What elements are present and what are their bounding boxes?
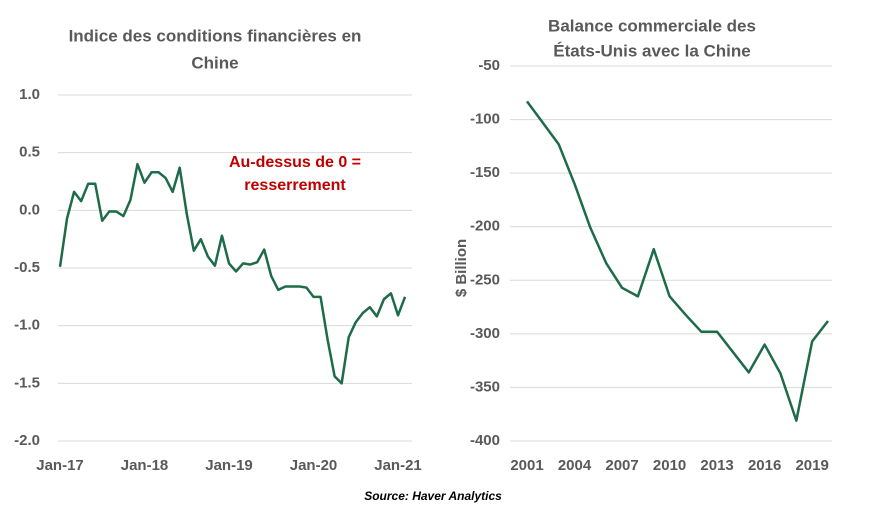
- y-tick-label: -250: [470, 271, 500, 288]
- y-tick-label: -50: [478, 57, 500, 74]
- y-tick-label: -400: [470, 432, 500, 449]
- y-tick-label: -2.0: [14, 432, 40, 449]
- chart-title: Balance commerciale des: [548, 16, 756, 35]
- x-tick-label: 2013: [700, 457, 733, 474]
- x-tick-label: 2007: [605, 457, 638, 474]
- x-tick-label: 2004: [558, 457, 592, 474]
- y-tick-label: 0.5: [19, 144, 40, 161]
- y-tick-label: 1.0: [19, 86, 40, 103]
- x-tick-label: 2016: [748, 457, 781, 474]
- x-tick-label: Jan-19: [205, 457, 253, 474]
- y-tick-label: -0.5: [14, 259, 40, 276]
- y-tick-label: -1.5: [14, 374, 40, 391]
- chart-title: Chine: [191, 53, 238, 72]
- y-tick-label: -350: [470, 378, 500, 395]
- y-tick-label: -150: [470, 164, 500, 181]
- data-line: [525, 100, 829, 422]
- annotation: Au-dessus de 0 =: [229, 154, 361, 171]
- y-tick-label: -100: [470, 111, 500, 128]
- x-tick-label: 2019: [795, 457, 828, 474]
- y-axis-label: $ Billion: [453, 239, 470, 297]
- annotation: resserrement: [244, 177, 346, 194]
- x-tick-label: Jan-21: [374, 457, 422, 474]
- y-tick-label: -1.0: [14, 317, 40, 334]
- data-line: [58, 162, 407, 385]
- y-tick-label: -300: [470, 325, 500, 342]
- y-tick-label: 0.0: [19, 201, 40, 218]
- source: Source: Haver Analytics: [364, 489, 502, 503]
- x-tick-label: Jan-20: [290, 457, 338, 474]
- y-tick-label: -200: [470, 218, 500, 235]
- chart-title: États-Unis avec la Chine: [553, 41, 750, 60]
- x-tick-label: Jan-18: [121, 457, 169, 474]
- x-tick-label: Jan-17: [36, 457, 84, 474]
- x-tick-label: 2010: [653, 457, 686, 474]
- x-tick-label: 2001: [510, 457, 543, 474]
- chart-title: Indice des conditions financières en: [69, 26, 362, 45]
